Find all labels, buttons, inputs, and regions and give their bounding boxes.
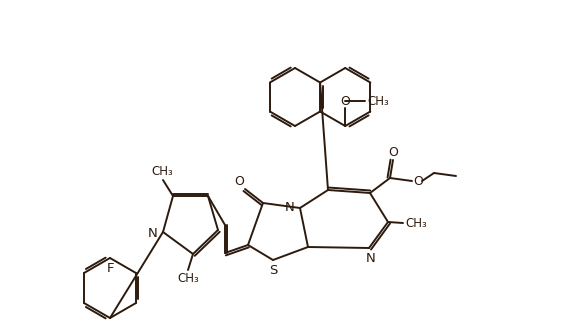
Text: O: O (388, 146, 398, 159)
Text: S: S (269, 263, 277, 276)
Text: CH₃: CH₃ (177, 272, 199, 286)
Text: N: N (285, 201, 295, 213)
Text: O: O (234, 174, 244, 187)
Text: N: N (366, 253, 376, 265)
Text: CH₃: CH₃ (151, 165, 173, 177)
Text: F: F (106, 261, 114, 274)
Text: O: O (413, 174, 423, 187)
Text: CH₃: CH₃ (367, 94, 389, 108)
Text: CH₃: CH₃ (405, 216, 427, 229)
Text: N: N (148, 226, 158, 240)
Text: O: O (340, 94, 350, 108)
